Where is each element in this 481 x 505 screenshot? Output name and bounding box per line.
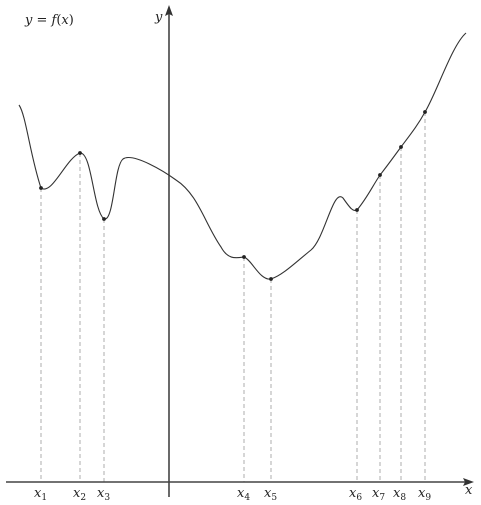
tick-label-8: x8 bbox=[393, 486, 406, 503]
curve-point-2 bbox=[78, 151, 82, 155]
x-axis-label: x bbox=[465, 483, 473, 498]
curve-point-8 bbox=[399, 145, 403, 149]
tick-label-7: x7 bbox=[372, 486, 385, 503]
tick-label-1: x1 bbox=[34, 486, 47, 503]
tick-label-3: x3 bbox=[97, 486, 110, 503]
tick-label-4: x4 bbox=[237, 486, 250, 503]
tick-label-2: x2 bbox=[73, 486, 86, 503]
function-curve bbox=[18, 32, 467, 280]
tick-label-5: x5 bbox=[264, 486, 277, 503]
function-label: y = f(x) bbox=[24, 13, 74, 28]
curve-point-6 bbox=[355, 208, 359, 212]
y-axis-label: y bbox=[154, 10, 163, 25]
curve-points bbox=[39, 110, 427, 281]
curve-point-9 bbox=[423, 110, 427, 114]
curve-point-1 bbox=[39, 186, 43, 190]
dashed-drop-lines bbox=[40, 112, 426, 482]
curve-point-4 bbox=[242, 255, 246, 259]
tick-labels: x1 x2 x3 x4 x5 x6 x7 x8 x9 bbox=[34, 486, 431, 503]
y-axis-arrowhead bbox=[165, 5, 173, 16]
curve-point-3 bbox=[102, 217, 106, 221]
curve-point-5 bbox=[269, 277, 273, 281]
tick-label-9: x9 bbox=[418, 486, 431, 503]
x-axis-arrowhead bbox=[463, 478, 474, 486]
tick-label-6: x6 bbox=[349, 486, 362, 503]
curve-point-7 bbox=[378, 173, 382, 177]
